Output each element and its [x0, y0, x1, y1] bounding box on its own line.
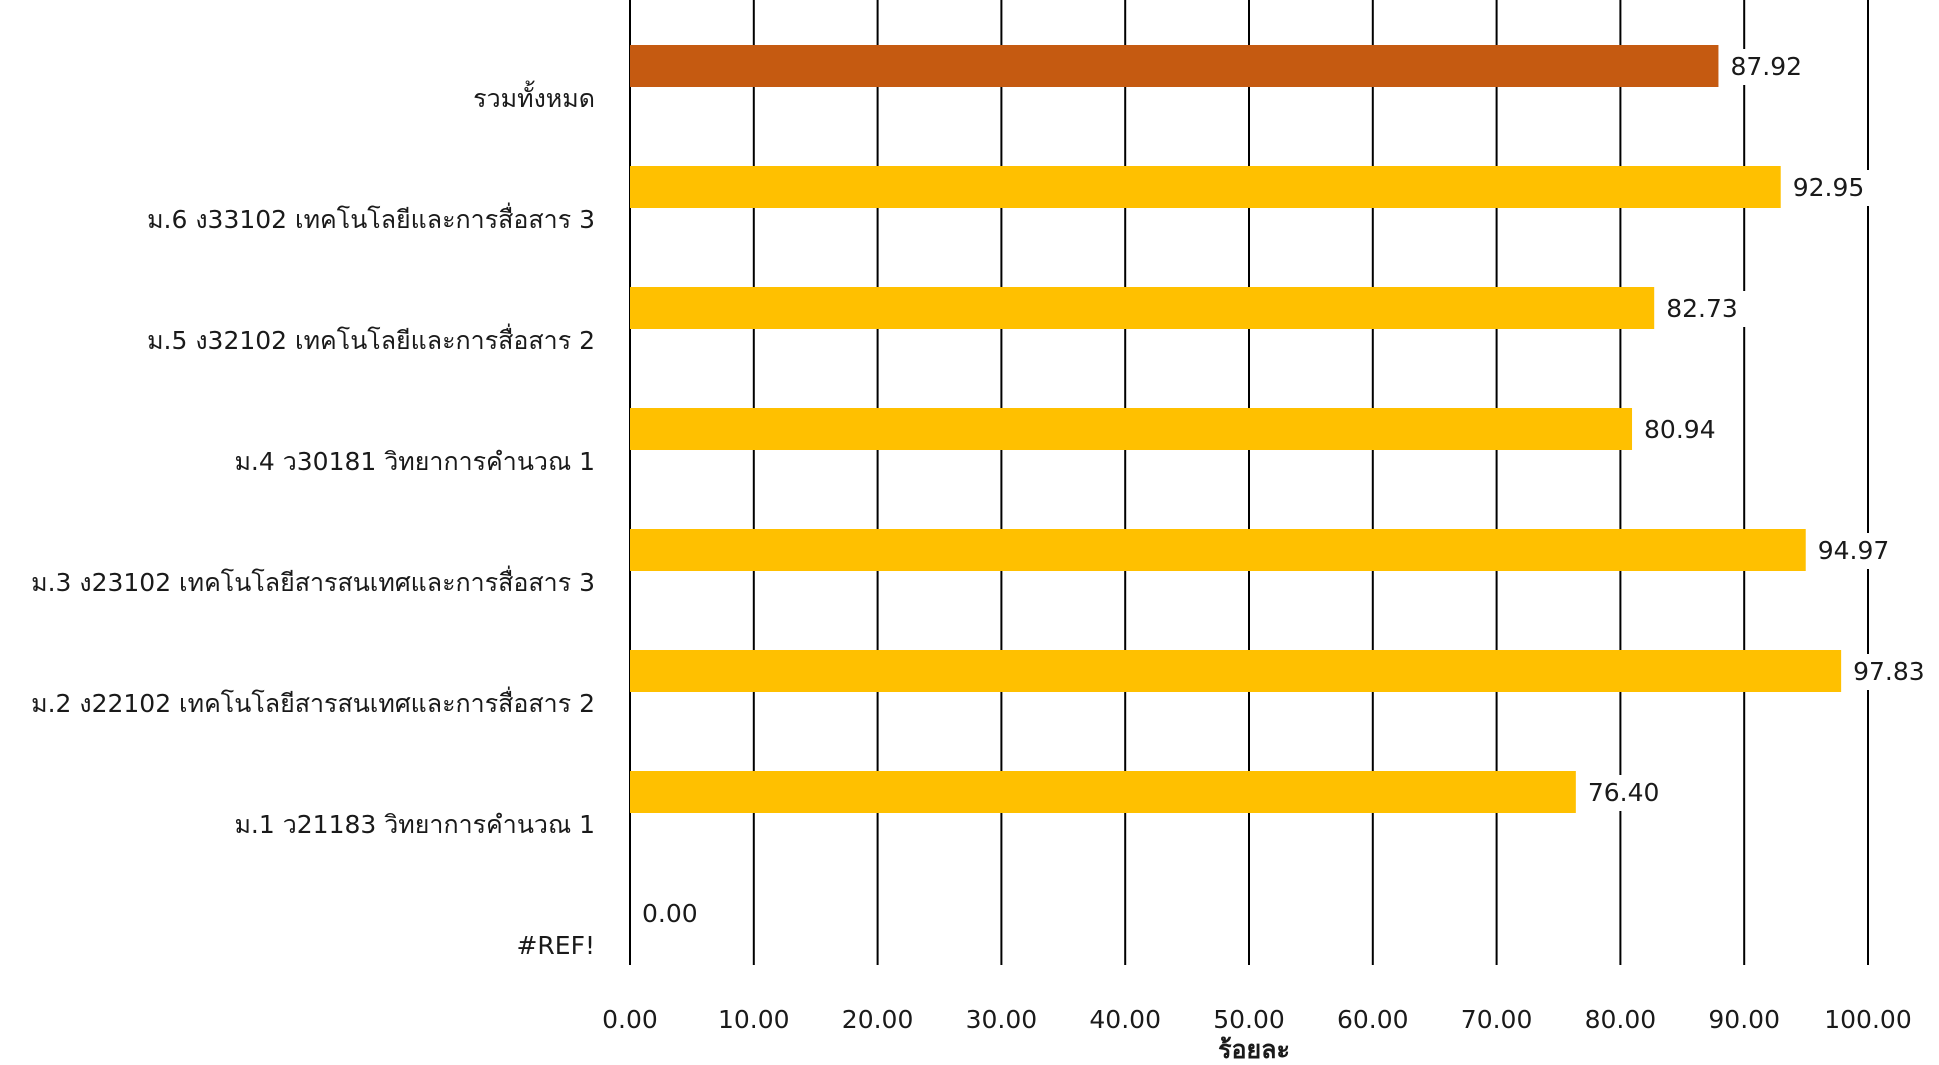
x-axis-title: ร้อยละ	[1218, 1035, 1290, 1061]
category-label: ม.5 ง32102 เทคโนโลยีและการสื่อสาร 2	[147, 323, 595, 355]
data-label: 76.40	[1588, 778, 1660, 807]
data-label: 80.94	[1644, 415, 1716, 444]
bar	[630, 771, 1576, 813]
gridlines	[629, 0, 1869, 965]
category-label: #REF!	[516, 931, 595, 960]
bar	[630, 166, 1781, 208]
category-label: ม.3 ง23102 เทคโนโลยีสารสนเทศและการสื่อสา…	[31, 565, 595, 597]
data-label-background	[1786, 170, 1874, 206]
data-label-background	[1660, 291, 1748, 327]
category-label: ม.4 ว30181 วิทยาการคำนวณ 1	[234, 447, 595, 476]
x-tick-label: 30.00	[966, 1005, 1038, 1034]
data-label: 0.00	[642, 899, 698, 928]
bar-total	[630, 45, 1719, 87]
x-tick-label: 100.00	[1824, 1005, 1911, 1034]
data-label-background	[1724, 49, 1812, 85]
x-tick-labels: 0.00 10.00 20.00 30.00 40.00 50.00 60.00 70.00 8…	[602, 1005, 1912, 1034]
data-label-background	[1847, 654, 1935, 690]
data-label: 82.73	[1666, 294, 1738, 323]
bar	[630, 408, 1633, 450]
x-tick-label: 90.00	[1708, 1005, 1780, 1034]
data-label-background	[636, 896, 708, 932]
x-tick-label: 60.00	[1337, 1005, 1409, 1034]
bar	[630, 287, 1655, 329]
x-tick-label: 10.00	[718, 1005, 790, 1034]
x-tick-label: 0.00	[602, 1005, 658, 1034]
bars	[630, 45, 1842, 813]
x-tick-label: 40.00	[1089, 1005, 1161, 1034]
category-labels: #REF! ม.1 ว21183 วิทยาการคำนวณ 1 ม.2 ง2210…	[31, 80, 595, 960]
data-label-background	[1811, 533, 1899, 569]
data-label-background	[1638, 412, 1726, 448]
bar	[630, 529, 1806, 571]
category-label: ม.2 ง22102 เทคโนโลยีสารสนเทศและการสื่อสา…	[31, 686, 595, 718]
bar	[630, 650, 1842, 692]
data-label: 97.83	[1853, 657, 1925, 686]
data-label: 87.92	[1730, 52, 1802, 81]
data-label-background	[1581, 775, 1669, 811]
data-label: 94.97	[1818, 536, 1890, 565]
category-label: รวมทั้งหมด	[473, 80, 595, 113]
data-label: 92.95	[1793, 173, 1865, 202]
x-tick-label: 50.00	[1213, 1005, 1285, 1034]
category-label: ม.6 ง33102 เทคโนโลยีและการสื่อสาร 3	[147, 202, 595, 234]
x-tick-label: 20.00	[842, 1005, 914, 1034]
data-labels: 0.00 76.40 97.83 94.97 80.94 82.73 92.95 87.92	[636, 49, 1935, 932]
category-label: ม.1 ว21183 วิทยาการคำนวณ 1	[234, 810, 595, 839]
x-tick-label: 70.00	[1461, 1005, 1533, 1034]
x-tick-label: 80.00	[1585, 1005, 1657, 1034]
